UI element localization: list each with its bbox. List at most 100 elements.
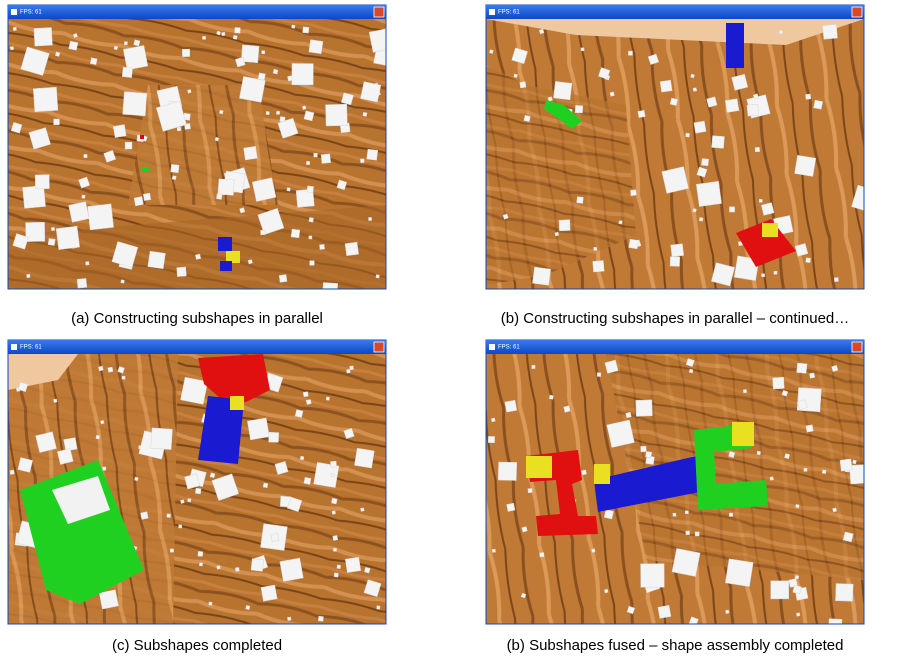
cube: [125, 142, 132, 149]
cube: [628, 51, 632, 55]
cube: [806, 425, 813, 432]
cube: [177, 267, 187, 277]
cube: [354, 448, 374, 468]
cube: [528, 488, 532, 492]
cube: [686, 133, 690, 137]
cube: [318, 616, 323, 621]
cube: [671, 244, 684, 257]
cube: [306, 400, 311, 405]
cube: [725, 610, 729, 614]
cube: [121, 280, 125, 284]
cube: [489, 50, 493, 54]
screenshot-d: FPS: 61: [486, 340, 869, 632]
cube: [252, 178, 276, 202]
cube: [113, 125, 126, 138]
close-button[interactable]: [374, 7, 384, 17]
cube: [834, 277, 838, 281]
cube: [581, 48, 584, 51]
block: [526, 456, 552, 478]
cube: [217, 566, 221, 570]
cube: [239, 76, 265, 102]
close-button[interactable]: [852, 7, 862, 17]
cube: [367, 149, 378, 160]
cube: [797, 363, 807, 373]
cube: [554, 81, 572, 99]
cube: [303, 392, 308, 397]
cube: [291, 229, 300, 238]
cube: [114, 46, 118, 50]
cube: [361, 508, 365, 512]
cube: [292, 63, 313, 84]
cube: [309, 236, 312, 239]
cube: [505, 400, 517, 412]
cube: [100, 420, 104, 424]
cube: [360, 82, 380, 102]
cube: [287, 617, 291, 621]
cube: [638, 110, 645, 117]
cube: [36, 432, 57, 453]
cube: [694, 121, 706, 133]
cube: [73, 33, 77, 37]
close-button[interactable]: [852, 342, 862, 352]
cube: [33, 87, 58, 112]
cube: [843, 532, 853, 542]
cube: [833, 508, 837, 512]
cube: [56, 226, 79, 249]
cube: [747, 104, 759, 116]
title-bar: [8, 340, 386, 354]
cube: [177, 127, 180, 130]
cube: [269, 432, 279, 442]
cube: [333, 548, 336, 551]
cube: [77, 278, 87, 288]
cube: [555, 232, 559, 236]
cube: [762, 274, 765, 277]
cube: [774, 271, 777, 274]
cube: [235, 567, 239, 571]
cube: [520, 82, 526, 88]
cube: [629, 239, 639, 249]
block: [230, 396, 244, 410]
cube: [593, 261, 604, 272]
cube: [575, 105, 583, 113]
cube: [304, 477, 311, 484]
cube: [167, 514, 171, 518]
cube: [260, 230, 265, 235]
cube: [309, 217, 314, 222]
cube: [244, 146, 258, 160]
block: [141, 167, 149, 171]
cube: [263, 483, 268, 488]
cube: [122, 376, 125, 379]
cube: [540, 552, 544, 556]
cube: [334, 573, 338, 577]
cube: [607, 420, 634, 447]
cube: [597, 373, 601, 377]
cube: [850, 464, 870, 484]
cube: [592, 549, 595, 552]
cube: [108, 367, 113, 372]
cube: [670, 98, 678, 106]
block: [220, 261, 232, 271]
cube: [646, 451, 652, 457]
cube: [331, 473, 335, 477]
window-icon: [11, 344, 17, 350]
cube: [712, 136, 725, 149]
cube: [51, 227, 54, 230]
cube: [804, 468, 807, 471]
cube: [332, 511, 335, 514]
cube: [759, 199, 762, 202]
cube: [217, 31, 221, 35]
cube: [103, 467, 106, 470]
caption: (b) Subshapes fused – shape assembly com…: [507, 637, 844, 654]
cube: [123, 92, 147, 116]
cube: [761, 203, 774, 216]
close-button[interactable]: [374, 342, 384, 352]
cube: [823, 24, 838, 39]
window-icon: [489, 344, 495, 350]
cube: [69, 202, 90, 223]
cube: [492, 549, 495, 552]
title-bar: [486, 340, 864, 354]
cube: [187, 89, 191, 93]
cube: [548, 97, 553, 102]
cube: [641, 446, 647, 452]
cube: [673, 513, 676, 516]
